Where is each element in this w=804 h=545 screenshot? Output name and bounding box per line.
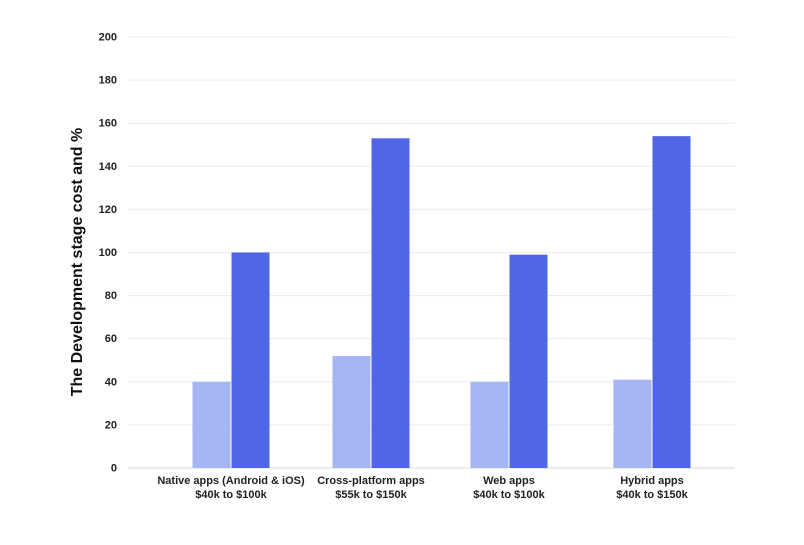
x-tick-sublabel: $40k to $100k xyxy=(195,489,267,501)
y-tick-label: 200 xyxy=(99,32,117,44)
y-tick-label: 120 xyxy=(99,204,117,216)
x-tick-label: Hybrid apps xyxy=(620,475,684,487)
x-tick-sublabel: $40k to $100k xyxy=(473,489,545,501)
bar-light xyxy=(613,379,652,468)
x-tick-label: Native apps (Android & iOS) xyxy=(157,475,305,487)
y-axis-label: The Development stage cost and % xyxy=(69,127,86,397)
x-tick-sublabel: $40k to $150k xyxy=(616,489,688,501)
bar-dark xyxy=(509,254,548,468)
bar-light xyxy=(332,355,371,468)
bar-light xyxy=(470,381,509,468)
x-tick-label: Cross-platform apps xyxy=(317,475,425,487)
bar-light xyxy=(192,381,231,468)
bar-dark xyxy=(231,252,270,468)
y-tick-label: 180 xyxy=(99,75,117,87)
x-tick-sublabel: $55k to $150k xyxy=(335,489,407,501)
bar-dark xyxy=(371,138,410,468)
y-tick-label: 160 xyxy=(99,118,117,130)
y-tick-label: 60 xyxy=(105,333,117,345)
y-tick-label: 40 xyxy=(105,376,117,388)
y-tick-label: 100 xyxy=(99,247,117,259)
y-tick-label: 80 xyxy=(105,290,117,302)
y-tick-label: 140 xyxy=(99,161,117,173)
y-tick-label: 20 xyxy=(105,419,117,431)
bar-dark xyxy=(652,136,691,468)
y-tick-label: 0 xyxy=(111,463,117,475)
x-tick-label: Web apps xyxy=(483,475,535,487)
